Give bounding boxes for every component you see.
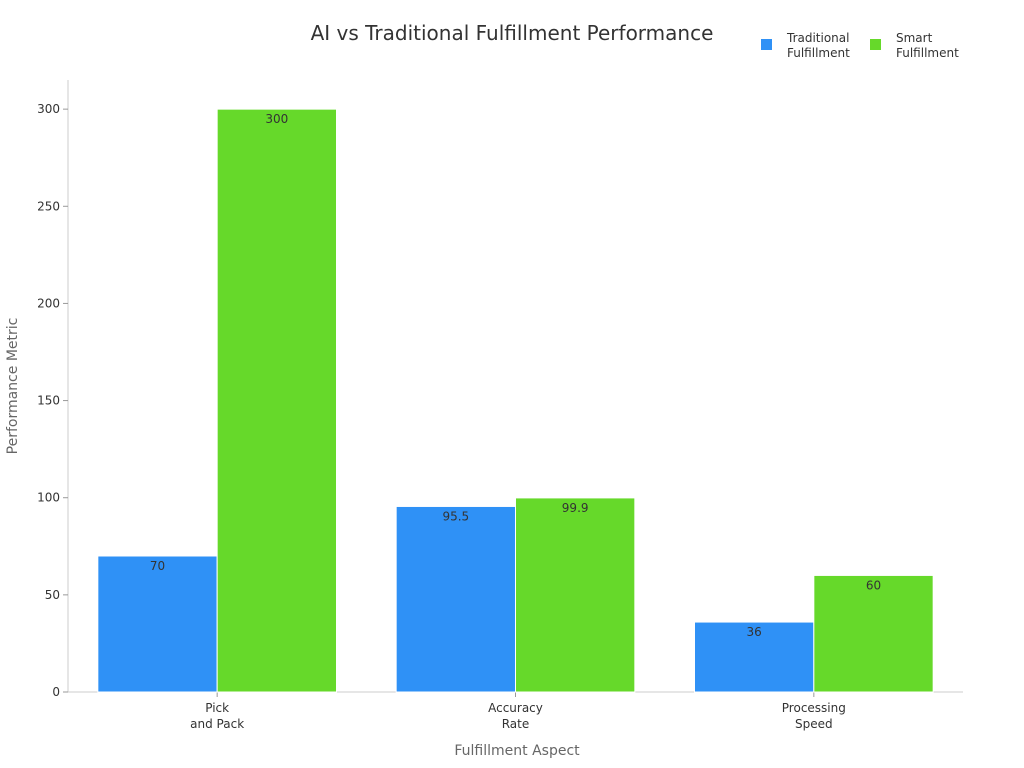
x-tick-label-line: Rate [502, 717, 530, 731]
y-tick-label: 50 [45, 588, 60, 602]
bar [694, 621, 815, 693]
x-tick-label: Processing Speed [782, 701, 846, 731]
y-axis-title: Performance Metric [5, 318, 21, 455]
data-label: 60 [866, 578, 881, 592]
y-tick-label: 100 [37, 491, 60, 505]
y-tick-label: 0 [52, 685, 60, 699]
x-tick-label-line: Speed [795, 717, 833, 731]
x-tick-label-line: and Pack [190, 717, 244, 731]
x-tick-label: Pick and Pack [190, 701, 244, 731]
legend-swatch [870, 39, 881, 50]
data-label: 99.9 [562, 501, 589, 515]
legend-label: Smart Fulfillment [896, 31, 959, 60]
legend-label: Traditional Fulfillment [786, 31, 850, 60]
data-label: 95.5 [442, 509, 469, 523]
legend-label-line: Traditional [786, 31, 849, 45]
y-tick-label: 300 [37, 102, 60, 116]
plot-area: 0 50 100 150 200 250 300 Pick and Pack 70 300 Accur… [37, 80, 963, 731]
y-tick-label: 200 [37, 296, 60, 310]
bar [813, 574, 934, 693]
legend-label-line: Smart [896, 31, 933, 45]
data-label: 70 [150, 559, 165, 573]
x-tick-label-line: Pick [205, 701, 229, 715]
chart-title: AI vs Traditional Fulfillment Performanc… [311, 21, 714, 45]
x-tick-label: Accuracy Rate [488, 701, 543, 731]
legend-swatch [761, 39, 772, 50]
data-label: 36 [747, 625, 762, 639]
x-tick-label-line: Processing [782, 701, 846, 715]
bar [395, 505, 516, 693]
y-tick-label: 250 [37, 199, 60, 213]
x-axis-title: Fulfillment Aspect [454, 743, 580, 759]
bar [515, 497, 636, 693]
data-label: 300 [265, 112, 288, 126]
bar [97, 555, 218, 693]
legend-label-line: Fulfillment [896, 46, 959, 60]
y-tick-label: 150 [37, 394, 60, 408]
x-tick-label-line: Accuracy [488, 701, 543, 715]
bar [216, 108, 338, 693]
legend-label-line: Fulfillment [787, 46, 850, 60]
